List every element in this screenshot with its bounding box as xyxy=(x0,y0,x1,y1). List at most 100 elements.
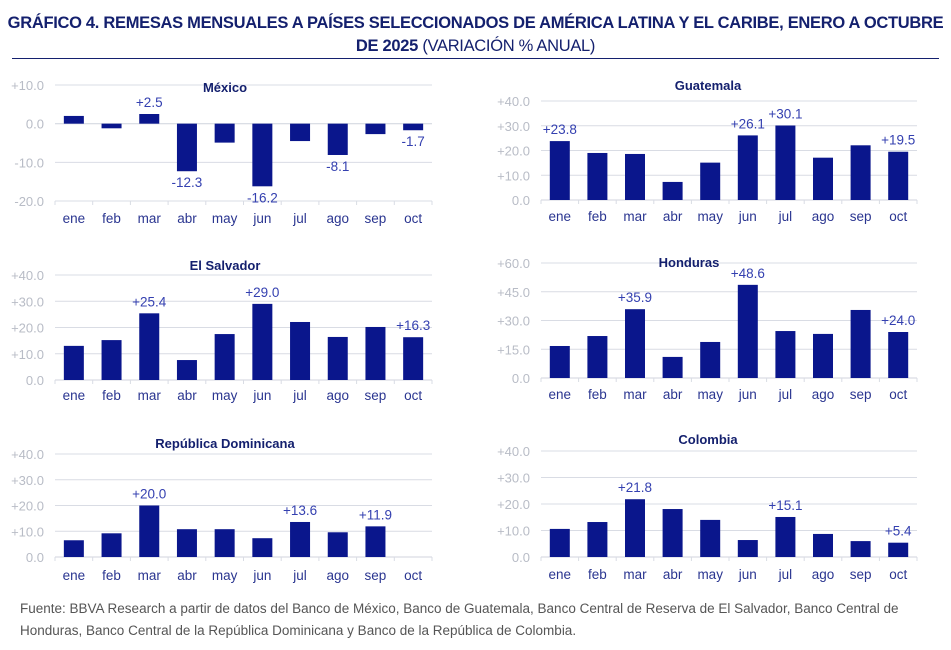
bar-may xyxy=(700,519,721,557)
y-tick-label: +60.0 xyxy=(497,256,530,271)
x-category-label: jun xyxy=(738,209,757,224)
x-category-label: ene xyxy=(63,568,86,583)
x-category-label: may xyxy=(212,388,238,403)
x-category-label: oct xyxy=(404,388,422,403)
y-tick-label: +45.0 xyxy=(497,285,530,300)
data-label: +26.1 xyxy=(731,116,765,131)
bar-jun xyxy=(252,538,273,557)
chart-title: México xyxy=(203,80,247,95)
figure-title-bold: GRÁFICO 4. REMESAS MENSUALES A PAÍSES SE… xyxy=(7,14,944,55)
bar-jun xyxy=(737,540,758,557)
x-category-label: abr xyxy=(177,211,197,226)
x-category-label: ago xyxy=(326,388,349,403)
bar-jul xyxy=(775,331,796,378)
figure-title-units: (VARIACIÓN % ANUAL) xyxy=(422,37,596,55)
y-tick-label: +10.0 xyxy=(11,78,44,93)
bar-ago xyxy=(327,336,348,380)
x-category-label: feb xyxy=(102,388,121,403)
x-category-label: abr xyxy=(177,388,197,403)
bar-sep xyxy=(850,541,871,557)
x-category-label: oct xyxy=(889,209,907,224)
data-label: -16.2 xyxy=(247,190,278,205)
bar-jul xyxy=(290,321,311,380)
x-category-label: abr xyxy=(663,567,683,582)
bar-oct xyxy=(888,542,909,557)
y-tick-label: -10.0 xyxy=(14,155,44,170)
data-label: +35.9 xyxy=(618,290,652,305)
chart-title: Guatemala xyxy=(675,78,742,93)
x-category-label: sep xyxy=(850,209,872,224)
y-tick-label: +40.0 xyxy=(497,94,530,109)
bar-abr xyxy=(176,123,197,172)
data-label: +13.6 xyxy=(283,503,317,518)
x-category-label: ago xyxy=(812,387,835,402)
chart-title: Colombia xyxy=(678,432,738,447)
y-tick-label: +30.0 xyxy=(497,471,530,486)
bar-feb xyxy=(101,533,122,557)
y-tick-label: +15.0 xyxy=(497,342,530,357)
y-tick-label: 0.0 xyxy=(512,550,530,565)
bar-sep xyxy=(850,309,871,378)
bar-sep xyxy=(365,526,386,557)
bar-ene xyxy=(549,141,570,200)
data-label: +25.4 xyxy=(132,294,167,309)
x-category-label: oct xyxy=(889,387,907,402)
x-category-label: oct xyxy=(404,211,422,226)
x-category-label: jun xyxy=(252,568,271,583)
bar-jun xyxy=(737,284,758,378)
data-label: +19.5 xyxy=(881,133,915,148)
x-category-label: may xyxy=(697,567,723,582)
x-category-label: mar xyxy=(138,568,162,583)
x-category-label: sep xyxy=(365,211,387,226)
x-category-label: ago xyxy=(812,567,835,582)
bar-sep xyxy=(365,326,386,380)
bar-ene xyxy=(63,115,84,124)
x-category-label: ene xyxy=(549,567,572,582)
data-label: +23.8 xyxy=(543,122,577,137)
x-category-label: ene xyxy=(63,211,86,226)
x-category-label: mar xyxy=(623,387,647,402)
data-label: +15.1 xyxy=(768,498,802,513)
y-tick-label: 0.0 xyxy=(26,373,44,388)
bar-feb xyxy=(587,152,608,200)
bar-mar xyxy=(139,313,160,380)
y-tick-label: 0.0 xyxy=(512,371,530,386)
data-label: +20.0 xyxy=(132,487,166,502)
bar-ago xyxy=(327,532,348,557)
data-label: -8.1 xyxy=(326,159,349,174)
bar-jun xyxy=(737,135,758,200)
bar-mar xyxy=(625,309,645,378)
bar-feb xyxy=(101,123,122,129)
chart-title: República Dominicana xyxy=(155,436,295,451)
bar-oct xyxy=(403,123,424,131)
bar-ene xyxy=(549,528,570,557)
bar-may xyxy=(214,123,235,143)
y-tick-label: 0.0 xyxy=(26,117,44,132)
y-tick-label: +30.0 xyxy=(497,119,530,134)
bar-jun xyxy=(252,123,273,187)
x-category-label: jun xyxy=(738,567,757,582)
bar-jul xyxy=(775,516,796,557)
bar-jun xyxy=(252,303,273,380)
bar-abr xyxy=(662,509,683,557)
y-tick-label: +40.0 xyxy=(11,447,44,462)
bar-feb xyxy=(101,340,122,380)
x-category-label: oct xyxy=(889,567,907,582)
y-tick-label: +20.0 xyxy=(11,499,44,514)
bar-ene xyxy=(63,540,84,557)
x-category-label: mar xyxy=(623,567,647,582)
y-tick-label: +30.0 xyxy=(497,314,530,329)
x-category-label: mar xyxy=(138,388,162,403)
bar-mar xyxy=(625,499,645,557)
bar-ene xyxy=(549,345,570,378)
x-category-label: feb xyxy=(588,567,607,582)
x-category-label: may xyxy=(212,568,238,583)
data-label: -12.3 xyxy=(172,175,203,190)
data-label: +29.0 xyxy=(245,285,279,300)
x-category-label: ago xyxy=(326,211,349,226)
x-category-label: sep xyxy=(850,567,872,582)
x-category-label: jun xyxy=(738,387,757,402)
x-category-label: ago xyxy=(812,209,835,224)
x-category-label: jul xyxy=(292,568,307,583)
